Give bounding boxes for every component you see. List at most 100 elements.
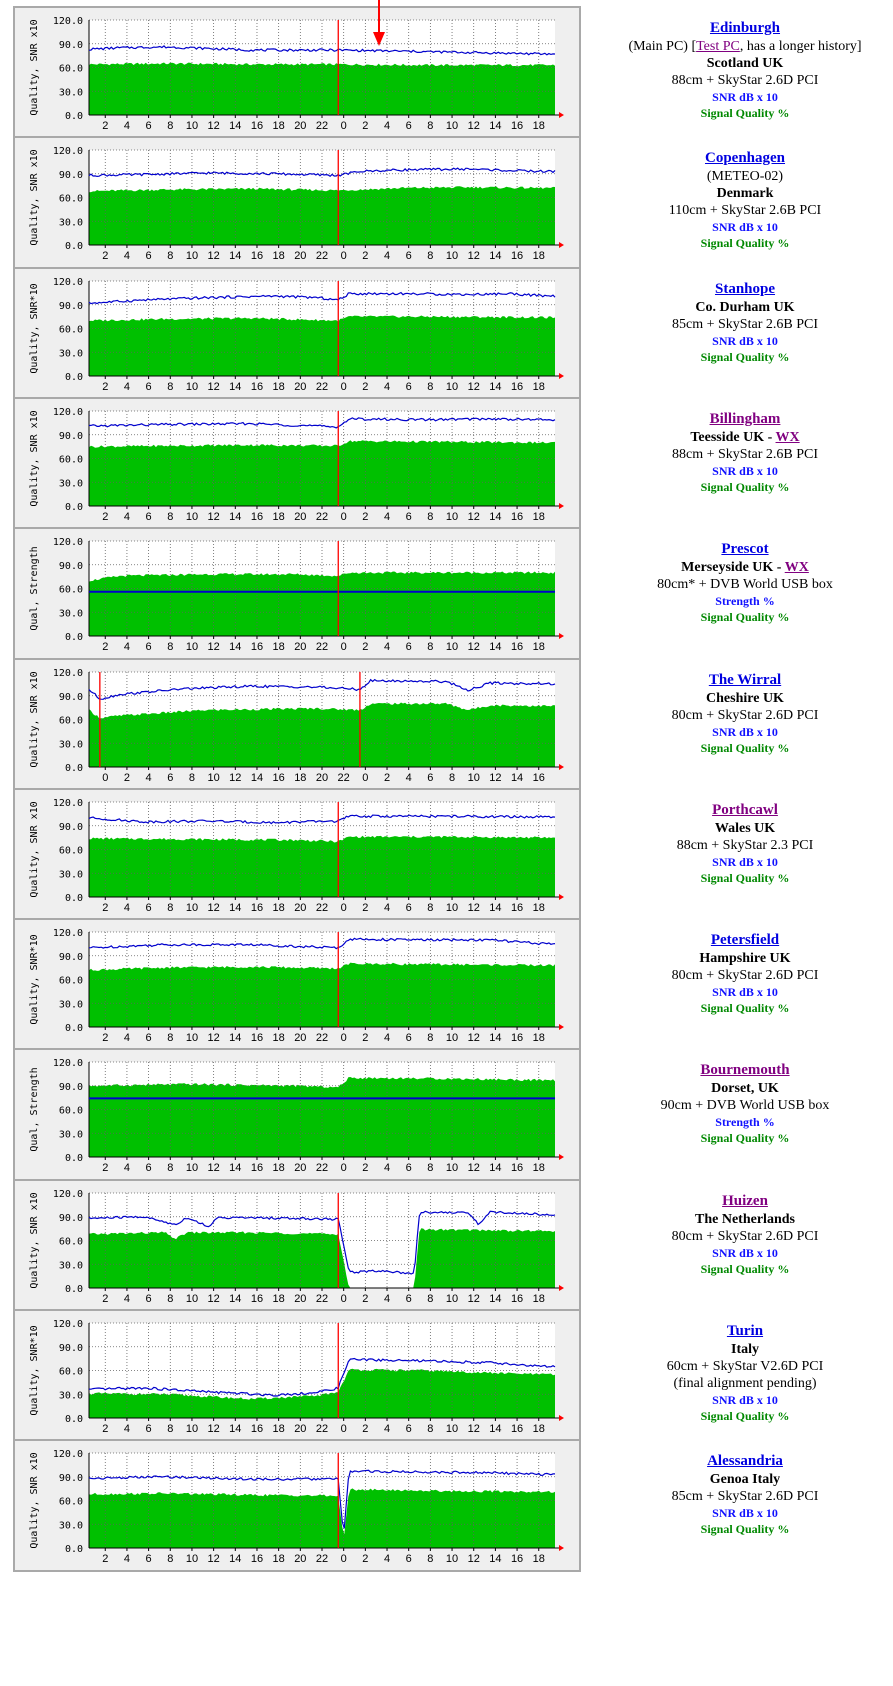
x-tick-label: 18: [533, 1553, 545, 1565]
x-tick-label: 16: [533, 772, 545, 784]
chart-panel: 120.0 90.0 60.0 30.0 0.0 2 4 6 8 10 12 14 16 18 20 22 0 2…: [13, 1309, 581, 1442]
x-tick-label: 18: [533, 902, 545, 914]
x-tick-label: 22: [316, 1553, 328, 1565]
x-axis-arrow-icon: [559, 242, 564, 248]
x-tick-label: 18: [273, 381, 285, 393]
site-link[interactable]: Petersfield: [710, 932, 780, 948]
y-axis-label: Quality, SNR x10: [29, 671, 40, 767]
x-tick-label: 14: [489, 511, 501, 523]
site-link[interactable]: Prescot: [721, 541, 769, 557]
x-tick-label: 4: [124, 120, 130, 132]
y-axis-label: Quality, SNR*10: [29, 1325, 40, 1415]
equipment-text: 80cm* + DVB World USB box: [657, 577, 833, 592]
region-text: Denmark: [716, 186, 774, 201]
x-tick-label: 18: [273, 250, 285, 262]
x-tick-label: 12: [468, 1553, 480, 1565]
y-tick-label: 0.0: [65, 1544, 83, 1555]
x-tick-label: 16: [251, 1032, 263, 1044]
y-tick-label: 60.0: [59, 1367, 83, 1378]
x-tick-label: 6: [406, 250, 412, 262]
chart-svg: 120.0 90.0 60.0 30.0 0.0 2 4 6 8 10 12 14 16 18 20 22 0 2…: [29, 1189, 564, 1305]
x-tick-label: 2: [384, 772, 390, 784]
y-tick-label: 0.0: [65, 1414, 83, 1425]
y-tick-label: 0.0: [65, 763, 83, 774]
note-link[interactable]: Test PC: [696, 39, 740, 54]
site-link[interactable]: Alessandria: [707, 1453, 783, 1469]
legend-quality: Signal Quality %: [700, 1522, 790, 1536]
region-text: Genoa Italy: [709, 1472, 781, 1487]
x-tick-label: 20: [294, 381, 306, 393]
chart-svg: 120.0 90.0 60.0 30.0 0.0 2 4 6 8 10 12 14 16 18 20 22 0 2…: [29, 537, 564, 653]
x-tick-label: 10: [468, 772, 480, 784]
x-tick-label: 18: [533, 1293, 545, 1305]
x-tick-label: 12: [208, 250, 220, 262]
y-tick-label: 60.0: [59, 976, 83, 987]
station-info: Copenhagen (METEO-02) Denmark 110cm + SkySt…: [600, 149, 890, 251]
x-tick-label: 16: [251, 511, 263, 523]
y-axis-label: Quality, SNR x10: [29, 1452, 40, 1548]
x-tick-label: 10: [186, 250, 198, 262]
note-text: , has a longer history]: [739, 39, 862, 54]
y-tick-label: 30.0: [59, 1129, 83, 1140]
x-tick-label: 18: [533, 120, 545, 132]
snr-line: [88, 1469, 555, 1529]
x-axis-arrow-icon: [559, 1285, 564, 1291]
x-tick-label: 0: [341, 641, 347, 653]
site-link[interactable]: Porthcawl: [712, 802, 778, 818]
chart-svg: 120.0 90.0 60.0 30.0 0.0 2 4 6 8 10 12 14 16 18 20 22 0 2…: [29, 928, 564, 1044]
x-axis-arrow-icon: [559, 503, 564, 509]
site-link[interactable]: Stanhope: [714, 281, 776, 297]
x-tick-label: 4: [384, 902, 390, 914]
x-tick-label: 20: [294, 1553, 306, 1565]
quality-area: [89, 702, 555, 767]
y-tick-label: 30.0: [59, 87, 83, 98]
legend-quality: Signal Quality %: [700, 1001, 790, 1015]
site-row: Huizen: [600, 1192, 890, 1211]
x-tick-label: 14: [229, 1423, 241, 1435]
x-tick-label: 8: [167, 381, 173, 393]
site-link[interactable]: The Wirral: [708, 672, 782, 688]
site-link[interactable]: Copenhagen: [704, 150, 786, 166]
y-tick-label: 30.0: [59, 478, 83, 489]
site-link[interactable]: Edinburgh: [709, 20, 781, 36]
x-tick-label: 18: [273, 120, 285, 132]
wx-link[interactable]: WX: [775, 430, 800, 445]
x-axis-arrow-icon: [559, 1545, 564, 1551]
x-tick-label: 18: [273, 1293, 285, 1305]
wx-link[interactable]: WX: [784, 560, 809, 575]
x-tick-label: 16: [511, 1423, 523, 1435]
x-tick-label: 10: [186, 120, 198, 132]
x-tick-label: 16: [251, 120, 263, 132]
x-axis-arrow-icon: [559, 894, 564, 900]
x-tick-label: 18: [533, 381, 545, 393]
site-link[interactable]: Huizen: [722, 1193, 768, 1209]
snr-line: [88, 678, 556, 700]
x-tick-label: 18: [273, 1032, 285, 1044]
x-tick-label: 2: [362, 1423, 368, 1435]
region-text: Wales UK: [714, 821, 776, 836]
x-tick-label: 8: [427, 511, 433, 523]
x-tick-label: 12: [468, 381, 480, 393]
x-tick-label: 18: [533, 641, 545, 653]
x-tick-label: 12: [208, 1162, 220, 1174]
x-tick-label: 12: [468, 902, 480, 914]
chart-svg: 120.0 90.0 60.0 30.0 0.0 2 4 6 8 10 12 14 16 18 20 22 0 2…: [29, 798, 564, 914]
x-tick-label: 14: [511, 772, 523, 784]
x-tick-label: 8: [167, 641, 173, 653]
snr-line: [88, 291, 556, 305]
current-time-arrow-icon: [373, 0, 385, 46]
x-tick-label: 22: [316, 120, 328, 132]
y-tick-label: 0.0: [65, 502, 83, 513]
y-tick-label: 60.0: [59, 64, 83, 75]
x-tick-label: 2: [102, 120, 108, 132]
chart-panel: 120.0 90.0 60.0 30.0 0.0 2 4 6 8 10 12 14 16 18 20 22 0 2…: [13, 527, 581, 660]
x-tick-label: 12: [208, 641, 220, 653]
site-link[interactable]: Bournemouth: [700, 1062, 790, 1078]
x-tick-label: 6: [146, 641, 152, 653]
x-tick-label: 2: [102, 1293, 108, 1305]
y-tick-label: 120.0: [53, 407, 83, 418]
site-link[interactable]: Billingham: [709, 411, 781, 427]
x-tick-label: 16: [251, 1162, 263, 1174]
site-link[interactable]: Turin: [726, 1323, 764, 1339]
x-tick-label: 2: [362, 511, 368, 523]
